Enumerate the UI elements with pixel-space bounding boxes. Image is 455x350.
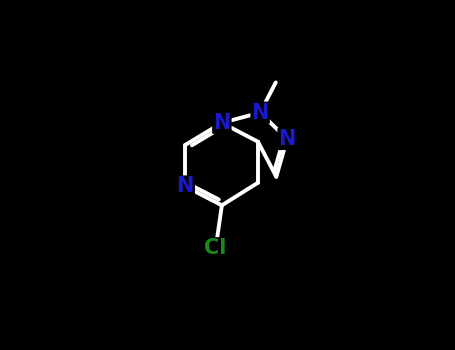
Text: N: N: [213, 113, 231, 133]
Text: Cl: Cl: [204, 238, 227, 258]
Text: N: N: [252, 103, 269, 122]
Text: N: N: [278, 129, 296, 149]
Text: N: N: [177, 176, 194, 196]
